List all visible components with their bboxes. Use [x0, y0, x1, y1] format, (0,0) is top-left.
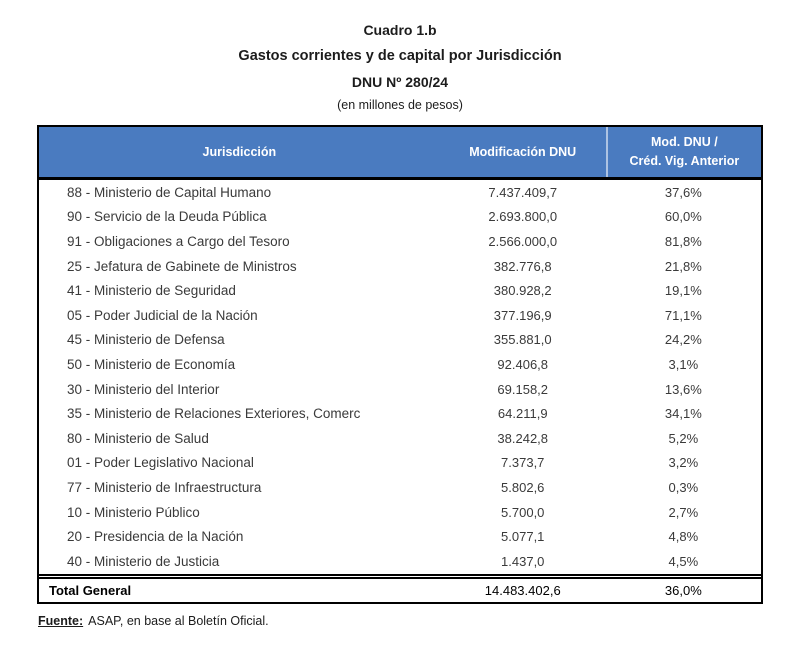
table-unit-note: (en millones de pesos) — [337, 98, 463, 112]
jurisdiccion-cell: 80 - Ministerio de Salud — [67, 430, 209, 446]
modificacion-value-cell: 7.373,7 — [501, 455, 545, 471]
jurisdiccion-cell: 25 - Jefatura de Gabinete de Ministros — [67, 258, 297, 274]
modificacion-value-cell: 7.437.409,7 — [488, 184, 558, 200]
modificacion-value-cell: 1.437,0 — [501, 553, 545, 569]
ratio-value-cell: 4,5% — [668, 553, 699, 569]
table-header-row: Jurisdicción Modificación DNU Mod. DNU /… — [39, 127, 761, 180]
modificacion-value-cell: 380.928,2 — [493, 283, 552, 299]
ratio-value-cell: 3,2% — [668, 455, 699, 471]
jurisdiccion-cell: 88 - Ministerio de Capital Humano — [67, 184, 272, 200]
header-modificacion-dnu: Modificación DNU — [469, 145, 577, 159]
ratio-value-cell: 0,3% — [668, 479, 699, 495]
jurisdiccion-cell: 50 - Ministerio de Economía — [67, 356, 236, 372]
table-row: 35 - Ministerio de Relaciones Exteriores… — [39, 401, 761, 426]
ratio-value-cell: 60,0% — [664, 209, 702, 225]
modificacion-value-cell: 5.802,6 — [501, 479, 545, 495]
ratio-value-cell: 19,1% — [664, 283, 702, 299]
table-total-row: Total General 14.483.402,6 36,0% — [39, 573, 761, 602]
table-row: 20 - Presidencia de la Nación 5.077,1 4,8% — [39, 524, 761, 549]
table-row: 10 - Ministerio Público 5.700,0 2,7% — [39, 500, 761, 525]
jurisdiccion-cell: 30 - Ministerio del Interior — [67, 381, 220, 397]
source-text: ASAP, en base al Boletín Oficial. — [88, 614, 269, 628]
table-row: 01 - Poder Legislativo Nacional 7.373,7 3,… — [39, 451, 761, 476]
modificacion-value-cell: 92.406,8 — [497, 356, 549, 372]
jurisdiccion-cell: 41 - Ministerio de Seguridad — [67, 283, 236, 299]
ratio-value-cell: 37,6% — [664, 184, 702, 200]
table-title: Gastos corrientes y de capital por Juris… — [238, 48, 562, 64]
ratio-value-cell: 3,1% — [668, 356, 699, 372]
modificacion-value-cell: 377.196,9 — [493, 307, 552, 323]
table-row: 91 - Obligaciones a Cargo del Tesoro 2.56… — [39, 229, 761, 254]
ratio-value-cell: 5,2% — [668, 430, 699, 446]
modificacion-value-cell: 2.566.000,0 — [488, 233, 558, 249]
jurisdiccion-cell: 20 - Presidencia de la Nación — [67, 529, 244, 545]
header-mod-dnu-ratio-line1: Mod. DNU / — [651, 134, 718, 149]
table-row: 40 - Ministerio de Justicia 1.437,0 4,5% — [39, 549, 761, 574]
modificacion-value-cell: 69.158,2 — [497, 381, 549, 397]
table-row: 41 - Ministerio de Seguridad 380.928,2 19,… — [39, 278, 761, 303]
table-row: 30 - Ministerio del Interior 69.158,2 13,6… — [39, 377, 761, 402]
ratio-value-cell: 4,8% — [668, 529, 699, 545]
ratio-value-cell: 71,1% — [664, 307, 702, 323]
modificacion-value-cell: 355.881,0 — [493, 332, 552, 348]
total-ratio-value: 36,0% — [664, 582, 702, 598]
table-row: 88 - Ministerio de Capital Humano 7.437.4… — [39, 180, 761, 205]
jurisdiccion-cell: 10 - Ministerio Público — [67, 504, 200, 520]
jurisdiccion-cell: 01 - Poder Legislativo Nacional — [67, 455, 254, 471]
jurisdiccion-cell: 05 - Poder Judicial de la Nación — [67, 307, 258, 323]
modificacion-value-cell: 5.700,0 — [501, 504, 545, 520]
table-row: 80 - Ministerio de Salud 38.242,8 5,2% — [39, 426, 761, 451]
total-label: Total General — [49, 582, 132, 598]
table-body: 88 - Ministerio de Capital Humano 7.437.4… — [39, 180, 761, 574]
source-label: Fuente: — [38, 614, 84, 628]
table-row: 25 - Jefatura de Gabinete de Ministros 38… — [39, 254, 761, 279]
jurisdiccion-cell: 45 - Ministerio de Defensa — [67, 332, 225, 348]
ratio-value-cell: 13,6% — [664, 381, 702, 397]
header-mod-dnu-ratio-line2: Créd. Vig. Anterior — [629, 154, 740, 168]
header-mod-dnu-ratio: Mod. DNU / Créd. Vig. Anterior — [605, 127, 761, 177]
jurisdiccion-cell: 90 - Servicio de la Deuda Pública — [67, 209, 267, 225]
source-note: Fuente: ASAP, en base al Boletín Oficial. — [38, 614, 269, 628]
ratio-value-cell: 21,8% — [664, 258, 702, 274]
data-table: Jurisdicción Modificación DNU Mod. DNU /… — [37, 125, 763, 604]
jurisdiccion-cell: 40 - Ministerio de Justicia — [67, 553, 220, 569]
modificacion-value-cell: 382.776,8 — [493, 258, 552, 274]
modificacion-value-cell: 64.211,9 — [497, 406, 548, 422]
jurisdiccion-cell: 77 - Ministerio de Infraestructura — [67, 479, 262, 495]
table-row: 90 - Servicio de la Deuda Pública 2.693.8… — [39, 205, 761, 230]
header-jurisdiccion: Jurisdicción — [202, 145, 277, 159]
jurisdiccion-cell: 91 - Obligaciones a Cargo del Tesoro — [67, 233, 290, 249]
table-row: 05 - Poder Judicial de la Nación 377.196,… — [39, 303, 761, 328]
ratio-value-cell: 34,1% — [664, 406, 702, 422]
table-title-block: Cuadro 1.b Gastos corrientes y de capita… — [0, 22, 800, 112]
total-modificacion-value: 14.483.402,6 — [484, 582, 561, 598]
table-number: Cuadro 1.b — [363, 22, 437, 38]
ratio-value-cell: 24,2% — [664, 332, 702, 348]
ratio-value-cell: 2,7% — [668, 504, 699, 520]
modificacion-value-cell: 2.693.800,0 — [488, 209, 558, 225]
table-row: 45 - Ministerio de Defensa 355.881,0 24,2% — [39, 328, 761, 353]
modificacion-value-cell: 5.077,1 — [501, 529, 545, 545]
table-row: 77 - Ministerio de Infraestructura 5.802,… — [39, 475, 761, 500]
jurisdiccion-cell: 35 - Ministerio de Relaciones Exteriores… — [67, 406, 361, 422]
table-row: 50 - Ministerio de Economía 92.406,8 3,1% — [39, 352, 761, 377]
ratio-value-cell: 81,8% — [664, 233, 702, 249]
table-subtitle-dnu: DNU Nº 280/24 — [351, 74, 449, 90]
modificacion-value-cell: 38.242,8 — [497, 430, 549, 446]
